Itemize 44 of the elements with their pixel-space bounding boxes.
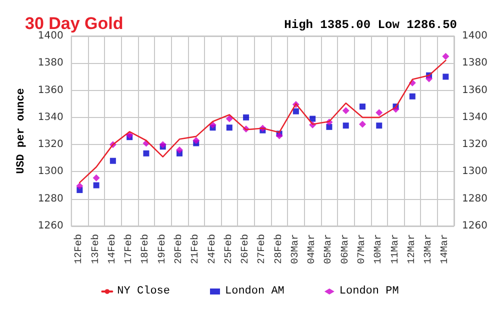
x-tick-label: 20Feb: [172, 234, 185, 264]
x-tick-label: 19Feb: [156, 234, 168, 264]
x-tick-label: 28Feb: [272, 234, 285, 264]
x-tick-label: 05Mar: [324, 234, 335, 264]
y-tick-label: 1380: [38, 58, 64, 69]
y2-tick-label: 1360: [462, 84, 488, 96]
legend-label: NY Close: [117, 286, 170, 298]
x-tick-label: 17Feb: [123, 234, 136, 264]
x-tick-label: 03Mar: [290, 234, 302, 264]
y-tick-label: 1300: [38, 166, 64, 178]
y-tick-label: 1360: [38, 84, 64, 96]
x-tick-label: 13Mar: [424, 234, 435, 264]
y2-tick-label: 1320: [462, 139, 488, 150]
y-tick-label: 1320: [38, 139, 64, 150]
x-tick-label: 12Feb: [73, 234, 86, 264]
x-tick-label: 11Mar: [390, 234, 402, 264]
x-tick-label: 13Feb: [90, 234, 102, 264]
y-axis-title: USD per ounce: [16, 88, 28, 174]
x-tick-label: 12Mar: [406, 234, 418, 264]
y2-tick-label: 1340: [462, 112, 488, 123]
y-tick-label: 1400: [38, 30, 64, 42]
x-tick-label: 27Feb: [256, 234, 268, 264]
y-tick-label: 1340: [38, 112, 64, 123]
x-tick-label: 07Mar: [356, 234, 368, 264]
x-tick-label: 14Mar: [440, 234, 452, 264]
x-tick-label: 18Feb: [140, 234, 152, 264]
y2-tick-label: 1400: [462, 30, 488, 42]
x-tick-label: 21Feb: [190, 234, 202, 264]
y2-tick-label: 1280: [462, 193, 488, 204]
x-tick-label: 10Mar: [374, 234, 385, 264]
legend-label: London PM: [339, 286, 399, 298]
x-tick-label: 25Feb: [222, 234, 235, 264]
x-tick-label: 04Mar: [307, 234, 318, 264]
y2-tick-label: 1260: [462, 220, 488, 232]
x-tick-label: 14Feb: [106, 234, 118, 264]
x-tick-label: 06Mar: [340, 234, 352, 264]
x-tick-label: 26Feb: [240, 234, 252, 264]
y2-tick-label: 1300: [462, 166, 488, 178]
x-tick-label: 24Feb: [206, 234, 218, 264]
y2-tick-label: 1380: [462, 58, 488, 69]
legend-label: London AM: [224, 286, 284, 298]
y-tick-label: 1260: [38, 220, 64, 232]
chart-subtitle: High 1385.00 Low 1286.50: [284, 18, 457, 32]
y-tick-label: 1280: [38, 193, 64, 204]
